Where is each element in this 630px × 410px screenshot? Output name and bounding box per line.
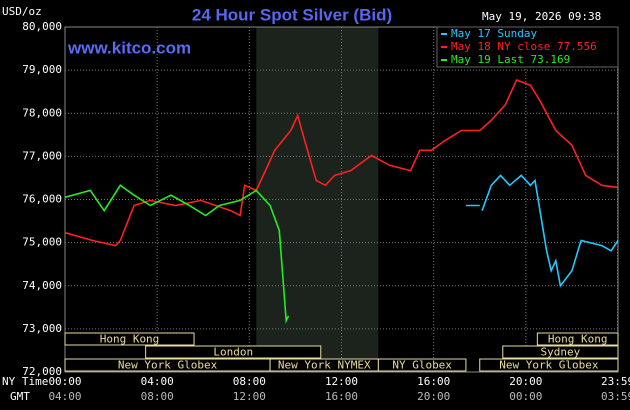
session-box [502,345,619,359]
y-tick-label: 73,000 [22,322,62,335]
x-tick-label: 12:00 [325,375,358,388]
series-line [465,174,619,288]
session-label: NY Globex [392,359,452,372]
session-label: Hong Kong [100,333,160,346]
x-tick-label: 08:00 [233,375,266,388]
x2-tick-label: 08:00 [141,390,174,403]
y-tick-label: 80,000 [22,20,62,33]
x2-tick-label: 00:00 [509,390,542,403]
x-tick-label: 20:00 [509,375,542,388]
x-tick-label: 23:59 [601,375,630,388]
session-box [536,332,619,346]
y-tick-label: 75,000 [22,236,62,249]
session-label: New York Globex [499,359,599,372]
session-box [64,332,195,346]
x-tick-label: 00:00 [48,375,81,388]
timestamp: May 19, 2026 09:38 [482,10,601,23]
session-box [145,345,322,359]
session-label: New York NYMEX [278,359,371,372]
session-label: Sydney [541,346,581,359]
x-tick-label: 04:00 [141,375,174,388]
y-tick-label: 72,000 [22,365,62,378]
series-line [64,78,619,247]
session-box [479,358,619,372]
y-tick-label: 78,000 [22,106,62,119]
session-label: London [213,346,253,359]
series-line [64,184,290,324]
x2-tick-label: 12:00 [233,390,266,403]
session-box [377,358,467,372]
watermark: www.kitco.com [67,38,191,57]
x2-tick-label: 04:00 [48,390,81,403]
y-tick-label: 79,000 [22,63,62,76]
x2-tick-label: 20:00 [417,390,450,403]
y-tick-label: 77,000 [22,149,62,162]
chart-title: 24 Hour Spot Silver (Bid) [192,5,392,24]
session-label: New York Globex [118,359,218,372]
x2-tick-label: 03:59 [601,390,630,403]
legend-label: May 19 Last 73.169 [451,53,570,66]
legend-label: May 17 Sunday [451,27,537,40]
y-tick-label: 76,000 [22,193,62,206]
session-label: Hong Kong [548,333,608,346]
plot-frame [64,26,619,373]
x-row-label: NY Time [2,375,48,388]
legend-label: May 18 NY close 77.556 [451,40,597,53]
y-tick-label: 74,000 [22,279,62,292]
legend-box [436,26,619,68]
y-axis-label: USD/oz [2,5,42,18]
x-tick-label: 16:00 [417,375,450,388]
x2-row-label: GMT [10,390,30,403]
x2-tick-label: 16:00 [325,390,358,403]
